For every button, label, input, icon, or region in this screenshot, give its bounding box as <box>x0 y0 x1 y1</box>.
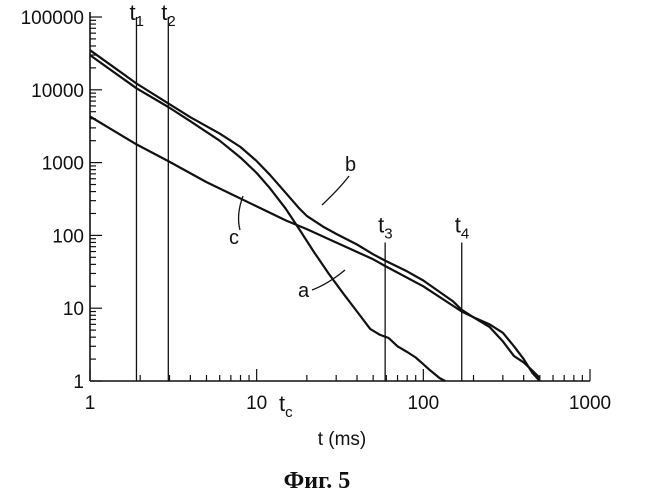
decay-curves <box>90 50 540 381</box>
marker-label-t4: t4 <box>455 212 469 242</box>
x-tick-label: 1 <box>85 393 96 414</box>
figure-caption: Фиг. 5 <box>284 468 351 494</box>
marker-label-t3: t3 <box>378 212 392 242</box>
marker-label-t2: t2 <box>161 0 175 30</box>
marker-subscript: 2 <box>167 13 175 30</box>
time-markers: t1 t2 t3 t4 tc <box>129 0 469 421</box>
tc-subscript: c <box>285 404 293 421</box>
x-tick-label: 100 <box>407 393 439 414</box>
x-axis-title: t (ms) <box>318 429 367 450</box>
y-tick-label: 100000 <box>21 8 84 29</box>
x-tick-label: 10 <box>246 393 267 414</box>
marker-subscript: 3 <box>384 225 392 242</box>
curve-c <box>90 117 540 382</box>
tc-label: tc <box>279 391 293 421</box>
curve-label-a: a <box>298 280 310 302</box>
curve-labels: a b c <box>229 154 356 302</box>
curve-label-c: c <box>229 227 239 249</box>
marker-subscript: 1 <box>136 13 144 30</box>
marker-label-t1: t1 <box>129 0 143 30</box>
plot-axes <box>90 12 590 381</box>
y-tick-label: 1 <box>73 372 84 393</box>
leader-b <box>322 176 349 205</box>
y-tick-label: 10 <box>63 299 84 320</box>
x-tick-label: 1000 <box>569 393 611 414</box>
axis-ticks <box>90 17 590 381</box>
y-tick-label: 10000 <box>31 81 84 102</box>
leader-c <box>239 196 243 230</box>
y-tick-label: 100 <box>52 226 84 247</box>
curve-a <box>90 55 445 381</box>
marker-subscript: 4 <box>461 225 469 242</box>
curve-label-b: b <box>345 154 356 176</box>
y-tick-label: 1000 <box>42 154 84 175</box>
